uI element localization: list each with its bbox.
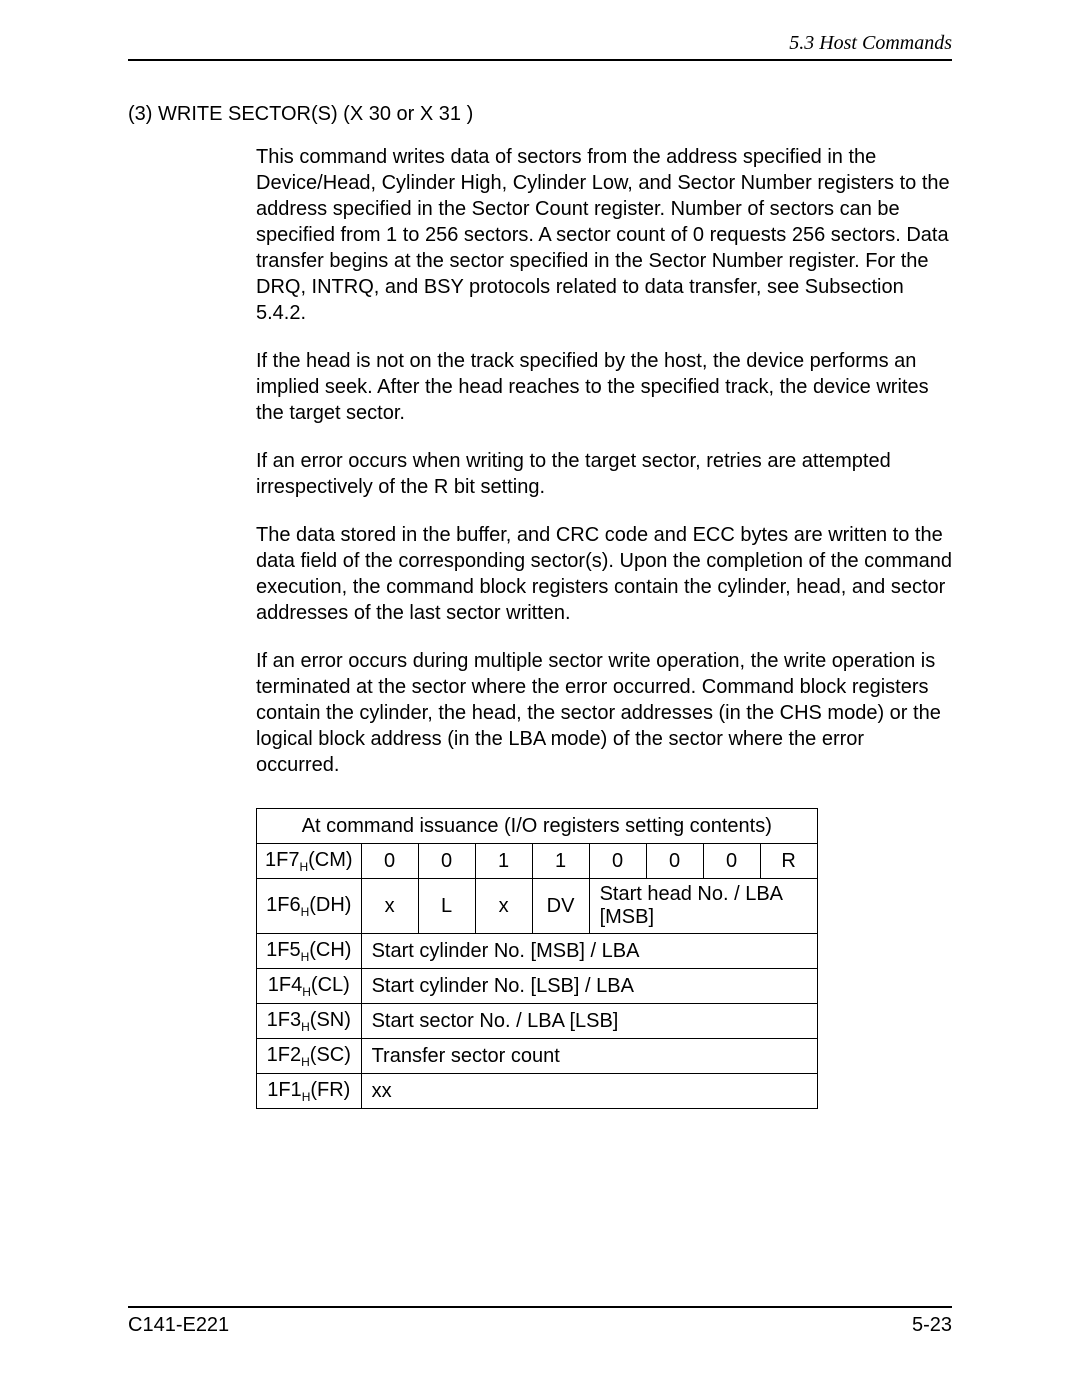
bit-cell: 0: [418, 844, 475, 879]
header-section: 5.3 Host Commands: [789, 32, 952, 54]
merged-cell: Start cylinder No. [MSB] / LBA: [361, 934, 817, 969]
footer-doc-id: C141-E221: [128, 1314, 229, 1337]
bit-cell: x: [475, 879, 532, 934]
bit-cell: L: [418, 879, 475, 934]
page-header: 5.3 Host Commands: [128, 32, 952, 61]
bit-cell: 0: [646, 844, 703, 879]
paragraph: If an error occurs during multiple secto…: [256, 648, 952, 778]
reg-label: 1F7H(CM): [257, 844, 362, 879]
page-footer: C141-E221 5-23: [128, 1306, 952, 1337]
bit-cell: 1: [475, 844, 532, 879]
reg-label: 1F5H(CH): [257, 934, 362, 969]
paragraph: The data stored in the buffer, and CRC c…: [256, 522, 952, 626]
merged-cell: xx: [361, 1074, 817, 1109]
page: 5.3 Host Commands (3) WRITE SECTOR(S) (X…: [0, 0, 1080, 1397]
reg-label: 1F3H(SN): [257, 1004, 362, 1039]
merged-cell: Start head No. / LBA [MSB]: [589, 879, 817, 934]
merged-cell: Start cylinder No. [LSB] / LBA: [361, 969, 817, 1004]
reg-label: 1F4H(CL): [257, 969, 362, 1004]
merged-cell: Transfer sector count: [361, 1039, 817, 1074]
table-row: 1F6H(DH) x L x DV Start head No. / LBA […: [257, 879, 818, 934]
bit-cell: 1: [532, 844, 589, 879]
table-caption-row: At command issuance (I/O registers setti…: [257, 809, 818, 844]
reg-label: 1F1H(FR): [257, 1074, 362, 1109]
paragraph: If the head is not on the track specifie…: [256, 348, 952, 426]
register-table: At command issuance (I/O registers setti…: [256, 808, 818, 1109]
table-row: 1F4H(CL) Start cylinder No. [LSB] / LBA: [257, 969, 818, 1004]
bit-cell: 0: [703, 844, 760, 879]
reg-label: 1F2H(SC): [257, 1039, 362, 1074]
table-row: 1F7H(CM) 0 0 1 1 0 0 0 R: [257, 844, 818, 879]
table-row: 1F3H(SN) Start sector No. / LBA [LSB]: [257, 1004, 818, 1039]
section-title: (3) WRITE SECTOR(S) (X 30 or X 31 ): [128, 103, 952, 126]
table-row: 1F1H(FR) xx: [257, 1074, 818, 1109]
bit-cell: 0: [589, 844, 646, 879]
register-table-container: At command issuance (I/O registers setti…: [256, 808, 952, 1109]
bit-cell: DV: [532, 879, 589, 934]
bit-cell: R: [760, 844, 817, 879]
table-row: 1F2H(SC) Transfer sector count: [257, 1039, 818, 1074]
paragraph: If an error occurs when writing to the t…: [256, 448, 952, 500]
merged-cell: Start sector No. / LBA [LSB]: [361, 1004, 817, 1039]
bit-cell: 0: [361, 844, 418, 879]
body-text: This command writes data of sectors from…: [256, 144, 952, 778]
footer-page-number: 5-23: [912, 1314, 952, 1337]
bit-cell: x: [361, 879, 418, 934]
paragraph: This command writes data of sectors from…: [256, 144, 952, 326]
reg-label: 1F6H(DH): [257, 879, 362, 934]
table-caption: At command issuance (I/O registers setti…: [257, 809, 818, 844]
table-row: 1F5H(CH) Start cylinder No. [MSB] / LBA: [257, 934, 818, 969]
